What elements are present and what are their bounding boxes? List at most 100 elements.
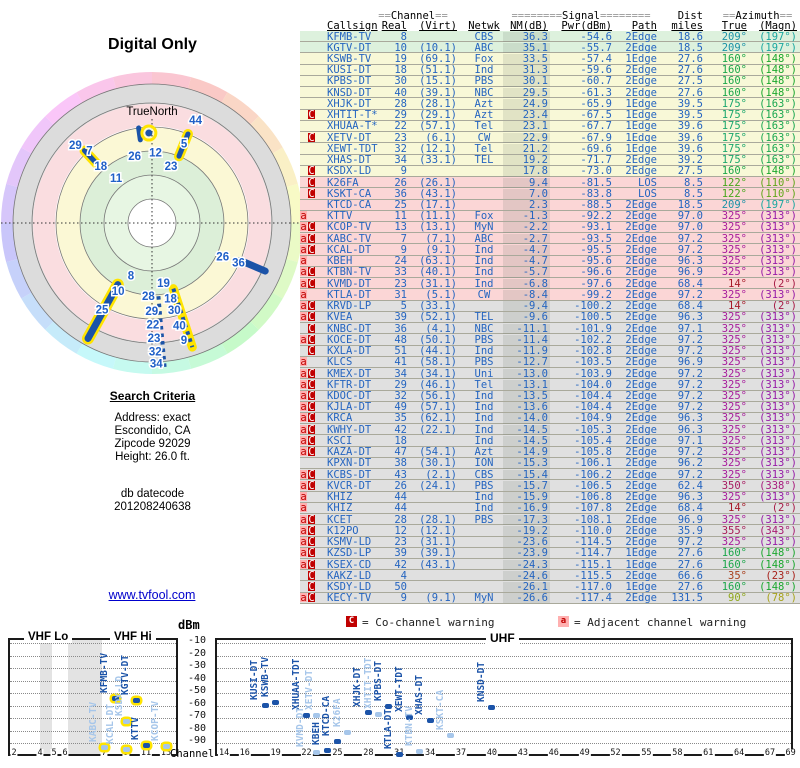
magnetic-azimuth-cell: (313°) xyxy=(759,378,797,391)
signal-bar xyxy=(375,712,383,718)
signal-bar-label: KNSD-DT xyxy=(475,661,487,702)
power-dbm-cell: -107.8 xyxy=(574,502,612,515)
path-cell: 2Edge xyxy=(625,322,657,335)
search-height: Height: 26.0 ft. xyxy=(115,451,190,463)
radar-channel-label: 8 xyxy=(128,270,135,282)
nm-db-cell: -26.6 xyxy=(516,592,548,605)
radar-channel-label: 26 xyxy=(128,151,141,163)
callsign-cell: KRVD-LP xyxy=(327,300,372,313)
co-channel-warning-badge: C xyxy=(308,243,315,256)
nm-db-cell: -23.9 xyxy=(516,547,548,560)
real-channel-cell: 41 xyxy=(394,356,407,369)
table-row: a C KOCE-DT 48 (50.1) PBS -11.4 -102.2 2Edge 97.2… xyxy=(300,333,800,346)
co-channel-warning-badge: C xyxy=(308,580,315,593)
nm-column-band xyxy=(503,289,550,301)
channel-tick-label: 11 xyxy=(139,748,153,758)
path-cell: 2Edge xyxy=(625,524,657,537)
co-channel-warning-badge: C xyxy=(308,569,315,582)
path-cell: 2Edge xyxy=(625,345,657,358)
radar-outer-wedge xyxy=(272,147,298,188)
power-dbm-cell: -60.7 xyxy=(580,75,612,88)
nm-db-cell: 35.1 xyxy=(522,41,548,54)
power-dbm-cell: -71.7 xyxy=(580,154,612,167)
nm-db-cell: -17.3 xyxy=(516,513,548,526)
signal-bar xyxy=(364,710,372,716)
dbm-tick-label: -50 xyxy=(187,685,206,696)
adjacent-warning-badge: a xyxy=(300,524,307,537)
co-channel-warning-badge: C xyxy=(308,423,315,436)
virtual-channel-cell: (62.1) xyxy=(419,412,457,425)
distance-cell: 39.6 xyxy=(677,131,703,144)
radar-outer-wedge xyxy=(272,258,298,299)
callsign-cell: XHUAA-T* xyxy=(327,120,378,133)
signal-bar-label: KVMD-DT xyxy=(294,706,306,747)
adjacent-channel-legend-text: = Adjacent channel warning xyxy=(574,616,747,629)
radar-channel-label: 11 xyxy=(110,173,123,185)
callsign-cell: KABC-TV xyxy=(327,232,372,245)
nm-db-cell: -13.5 xyxy=(516,390,548,402)
signal-bar xyxy=(416,748,424,754)
nm-column-band xyxy=(503,435,550,447)
radar-outer-wedge xyxy=(1,223,18,263)
dbm-gridline xyxy=(217,680,791,682)
nm-column-band xyxy=(503,323,550,334)
true-azimuth-cell: 325° xyxy=(721,288,747,301)
callsign-cell: KCET xyxy=(327,513,353,526)
radar-channel-label: 9 xyxy=(181,335,187,347)
real-channel-cell: 8 xyxy=(400,30,407,43)
callsign-cell: KJLA-DT xyxy=(327,401,372,414)
network-cell: Ind xyxy=(474,502,494,515)
radar-outer-wedge xyxy=(6,258,32,299)
distance-cell: 97.0 xyxy=(677,221,703,234)
distance-cell: 97.1 xyxy=(677,434,703,447)
signal-bar xyxy=(395,752,403,757)
nm-db-cell: 30.1 xyxy=(522,75,548,88)
virtual-channel-cell: (13.1) xyxy=(419,221,457,234)
co-channel-warning-badge: C xyxy=(308,109,315,122)
virtual-channel-cell: (31.1) xyxy=(419,277,457,290)
dbm-tick-label: -70 xyxy=(187,710,206,721)
search-zipcode: Zipcode 92029 xyxy=(114,438,191,450)
table-row: XHJK-DT 28 (28.1) Azt 24.9 -65.9 1Edge 39.5 175°… xyxy=(300,98,800,110)
signal-bar-label: KTCD-CA xyxy=(321,695,333,736)
nm-db-cell: 2.3 xyxy=(529,199,548,212)
real-channel-cell: 28 xyxy=(394,513,407,526)
real-channel-cell: 35 xyxy=(394,412,407,425)
radar-marker-dot xyxy=(145,129,153,137)
virtual-channel-cell: (5.1) xyxy=(425,288,457,301)
virtual-channel-cell: (52.1) xyxy=(419,311,457,324)
true-azimuth-cell: 325° xyxy=(721,232,747,245)
magnetic-azimuth-cell: (148°) xyxy=(759,547,797,560)
path-cell: 2Edge xyxy=(625,64,657,77)
real-channel-cell: 36 xyxy=(394,322,407,335)
network-cell: Ind xyxy=(474,345,494,358)
real-channel-cell: 10 xyxy=(394,41,407,54)
distance-cell: 27.6 xyxy=(677,558,703,571)
nm-db-cell: 19.2 xyxy=(522,154,548,167)
path-cell: 1Edge xyxy=(625,120,657,133)
virtual-channel-cell: (12.1) xyxy=(419,524,457,537)
table-row: a C KZSD-LP 39 (39.1) -23.9 -114.7 1Edge 27.6 160… xyxy=(300,547,800,560)
real-channel-cell: 42 xyxy=(394,423,407,436)
distance-cell: 8.5 xyxy=(684,187,703,200)
distance-cell: 96.9 xyxy=(677,513,703,526)
radar-marker xyxy=(84,281,122,342)
nm-db-cell: -4.7 xyxy=(522,243,548,256)
table-row: a KTTV 11 (11.1) Fox -1.3 -92.2 2Edge 97.0 325° (3… xyxy=(300,210,800,223)
true-azimuth-cell: 122° xyxy=(721,187,747,200)
tvfool-link[interactable]: www.tvfool.com xyxy=(108,588,196,602)
path-cell: 2Edge xyxy=(625,232,657,245)
distance-cell: 97.2 xyxy=(677,333,703,346)
nm-column-band xyxy=(503,31,550,42)
virtual-channel-cell: (57.1) xyxy=(419,401,457,414)
nm-column-band xyxy=(503,458,550,469)
channel-tick-label: 14 xyxy=(218,748,231,758)
power-dbm-cell: -114.7 xyxy=(574,547,612,560)
table-row: a C KVEA 39 (52.1) TEL -9.6 -100.5 2Edge 96.3 325°… xyxy=(300,311,800,324)
channel-tick-label: 25 xyxy=(331,748,344,758)
table-row: a C KTBN-TV 33 (40.1) Ind -5.7 -96.6 2Edge 96.9 32… xyxy=(300,266,800,279)
table-row: XHUAA-T* 22 (57.1) Tel 23.1 -67.7 1Edge 39.6 175… xyxy=(300,120,800,133)
power-dbm-cell: -104.9 xyxy=(574,412,612,425)
power-dbm-cell: -92.2 xyxy=(580,210,612,223)
magnetic-azimuth-cell: (110°) xyxy=(759,187,797,200)
